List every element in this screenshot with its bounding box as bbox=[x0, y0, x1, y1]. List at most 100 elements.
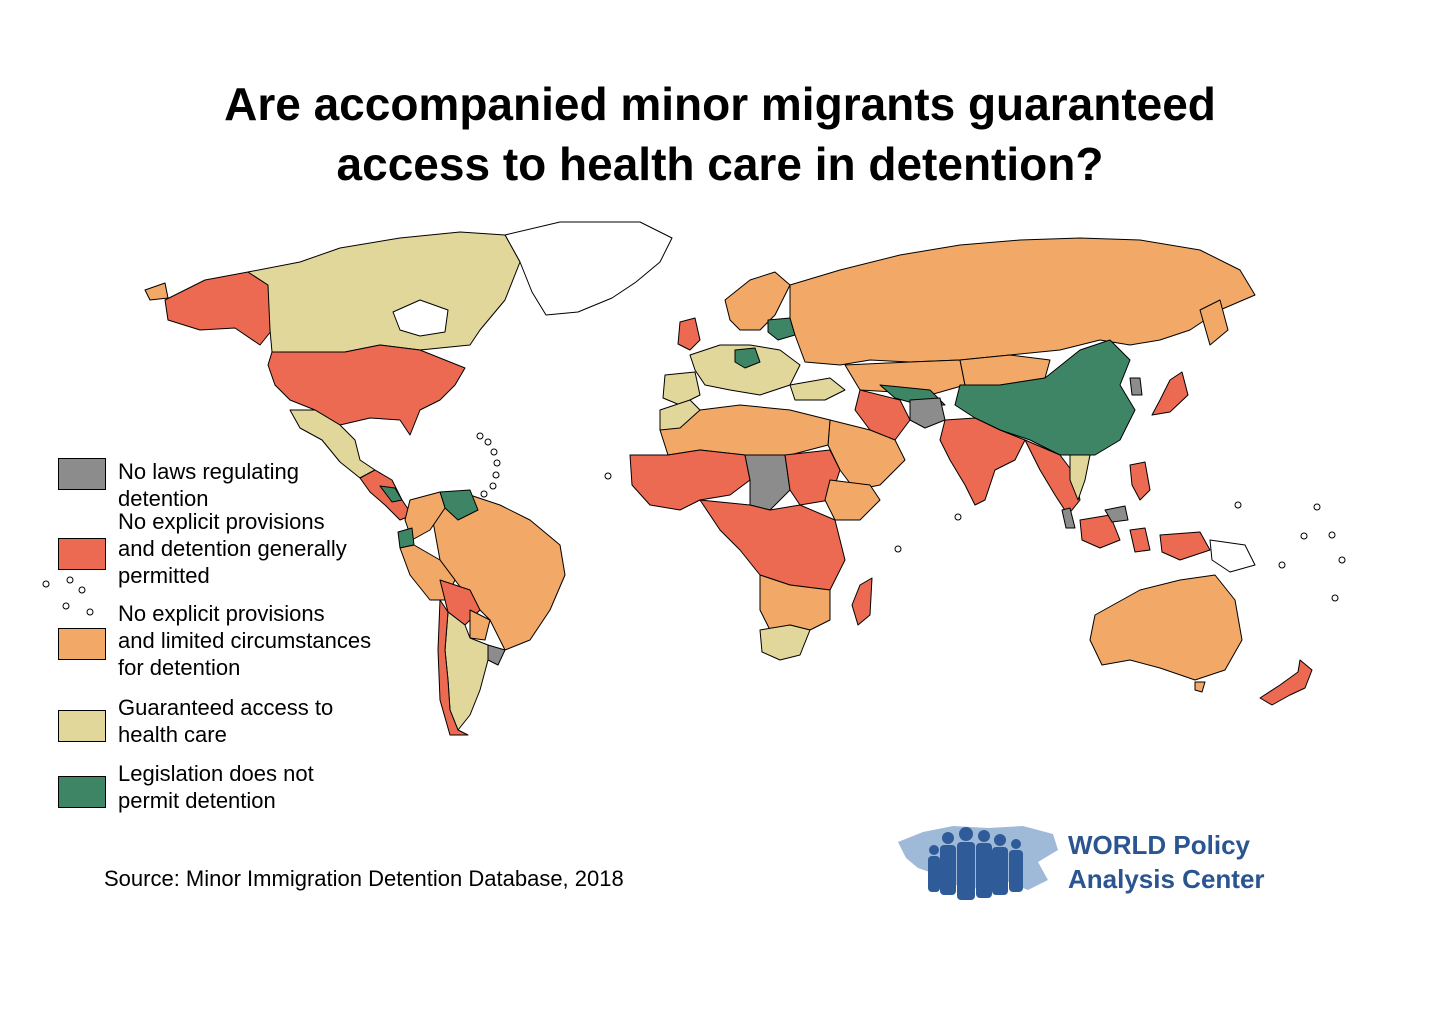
region-ecuador bbox=[397, 527, 415, 549]
region-central-america-green bbox=[379, 485, 403, 503]
region-indonesia-1 bbox=[1079, 514, 1121, 549]
region-central-africa bbox=[699, 499, 846, 591]
legend-label-line: No explicit provisions bbox=[118, 601, 325, 626]
region-colombia bbox=[404, 491, 446, 541]
logo-line-2: Analysis Center bbox=[1068, 864, 1265, 894]
region-malaysia-grey bbox=[1061, 507, 1076, 529]
region-iberia bbox=[662, 371, 701, 406]
island-marker bbox=[490, 448, 498, 456]
region-uk bbox=[677, 317, 701, 351]
island-marker bbox=[78, 586, 86, 594]
island-marker bbox=[493, 459, 501, 467]
region-alaska-tip bbox=[144, 282, 169, 301]
legend-label-line: No explicit provisions bbox=[118, 509, 325, 534]
legend-swatch-guaranteed bbox=[58, 710, 106, 742]
region-kazakhstan bbox=[844, 359, 966, 396]
island-marker bbox=[492, 471, 500, 479]
region-central-europe-green bbox=[734, 347, 761, 369]
legend-label-line: Guaranteed access to bbox=[118, 695, 334, 720]
region-uruguay bbox=[487, 644, 506, 666]
legend-label-no-provisions-limited: No explicit provisions and limited circu… bbox=[118, 600, 371, 681]
map-title: Are accompanied minor migrants guarantee… bbox=[0, 74, 1440, 194]
island-marker bbox=[1331, 594, 1339, 602]
island-marker bbox=[1328, 531, 1336, 539]
region-tasmania bbox=[1194, 681, 1206, 693]
logo-text: WORLD Policy Analysis Center bbox=[1068, 828, 1265, 896]
island-marker bbox=[604, 472, 612, 480]
region-paraguay bbox=[469, 609, 491, 641]
logo-graphic bbox=[898, 826, 1058, 900]
legend-label-line: and detention generally bbox=[118, 536, 347, 561]
region-russia bbox=[789, 237, 1256, 366]
island-marker bbox=[484, 438, 492, 446]
region-australia bbox=[1089, 574, 1243, 681]
legend-label-no-laws: No laws regulating detention bbox=[118, 458, 299, 512]
region-kamchatka bbox=[1199, 299, 1229, 346]
island-marker bbox=[62, 602, 70, 610]
region-chad-grey bbox=[744, 454, 791, 511]
logo-people-icon bbox=[928, 827, 1023, 900]
region-indonesia-3 bbox=[1159, 531, 1211, 561]
region-usa bbox=[267, 344, 466, 436]
island-marker bbox=[480, 490, 488, 498]
island-marker bbox=[42, 580, 50, 588]
island-marker bbox=[1300, 532, 1308, 540]
island-marker bbox=[1313, 503, 1321, 511]
legend-label-line: and limited circumstances bbox=[118, 628, 372, 653]
region-vietnam bbox=[1069, 454, 1091, 501]
region-philippines bbox=[1129, 461, 1151, 501]
island-marker bbox=[1234, 501, 1242, 509]
legend-label-guaranteed: Guaranteed access to health care bbox=[118, 694, 333, 748]
region-morocco bbox=[659, 399, 701, 431]
region-madagascar bbox=[851, 577, 873, 626]
region-new-guinea bbox=[1209, 539, 1256, 573]
region-canada bbox=[247, 231, 521, 356]
region-horn bbox=[824, 479, 881, 521]
island-marker bbox=[476, 432, 484, 440]
island-marker bbox=[1278, 561, 1286, 569]
island-marker bbox=[86, 608, 94, 616]
region-borneo-grey bbox=[1104, 505, 1129, 523]
region-korea bbox=[1129, 377, 1143, 396]
region-west-africa bbox=[629, 449, 751, 511]
legend-label-line: health care bbox=[118, 722, 227, 747]
legend-label-line: permit detention bbox=[118, 788, 276, 813]
region-mainland-se-asia bbox=[1024, 439, 1081, 516]
legend-label-line: No laws regulating bbox=[118, 459, 299, 484]
region-alaska bbox=[164, 271, 273, 346]
region-afghanistan bbox=[909, 397, 946, 429]
region-new-zealand bbox=[1259, 659, 1313, 706]
region-hudson-bay bbox=[392, 299, 449, 337]
region-turkey bbox=[789, 377, 846, 401]
legend-swatch-no-provisions-limited bbox=[58, 628, 106, 660]
region-belarus bbox=[767, 317, 796, 341]
region-japan bbox=[1151, 371, 1189, 416]
region-india bbox=[939, 417, 1026, 506]
region-central-america bbox=[359, 469, 413, 521]
legend-label-line: detention bbox=[118, 486, 209, 511]
region-scandinavia bbox=[724, 271, 791, 331]
island-marker bbox=[1338, 556, 1346, 564]
island-marker bbox=[489, 482, 497, 490]
legend-label-line: for detention bbox=[118, 655, 241, 680]
title-line-2: access to health care in detention? bbox=[336, 138, 1104, 190]
island-marker bbox=[894, 545, 902, 553]
region-south-africa bbox=[759, 624, 811, 661]
region-chile bbox=[437, 599, 469, 736]
legend-swatch-not-permitted bbox=[58, 776, 106, 808]
island-marker bbox=[954, 513, 962, 521]
logo-line-1: WORLD Policy bbox=[1068, 830, 1251, 860]
region-greenland bbox=[504, 221, 673, 316]
legend-swatch-no-laws bbox=[58, 458, 106, 490]
legend-label-line: Legislation does not bbox=[118, 761, 314, 786]
logo: WORLD Policy Analysis Center bbox=[898, 820, 1298, 910]
legend-label-not-permitted: Legislation does not permit detention bbox=[118, 760, 314, 814]
region-brazil bbox=[429, 494, 566, 651]
region-indonesia-2 bbox=[1129, 527, 1151, 553]
legend-swatch-no-provisions-permitted bbox=[58, 538, 106, 570]
legend-label-line: permitted bbox=[118, 563, 210, 588]
island-marker bbox=[66, 576, 74, 584]
source-note: Source: Minor Immigration Detention Data… bbox=[104, 866, 624, 891]
title-line-1: Are accompanied minor migrants guarantee… bbox=[224, 78, 1216, 130]
